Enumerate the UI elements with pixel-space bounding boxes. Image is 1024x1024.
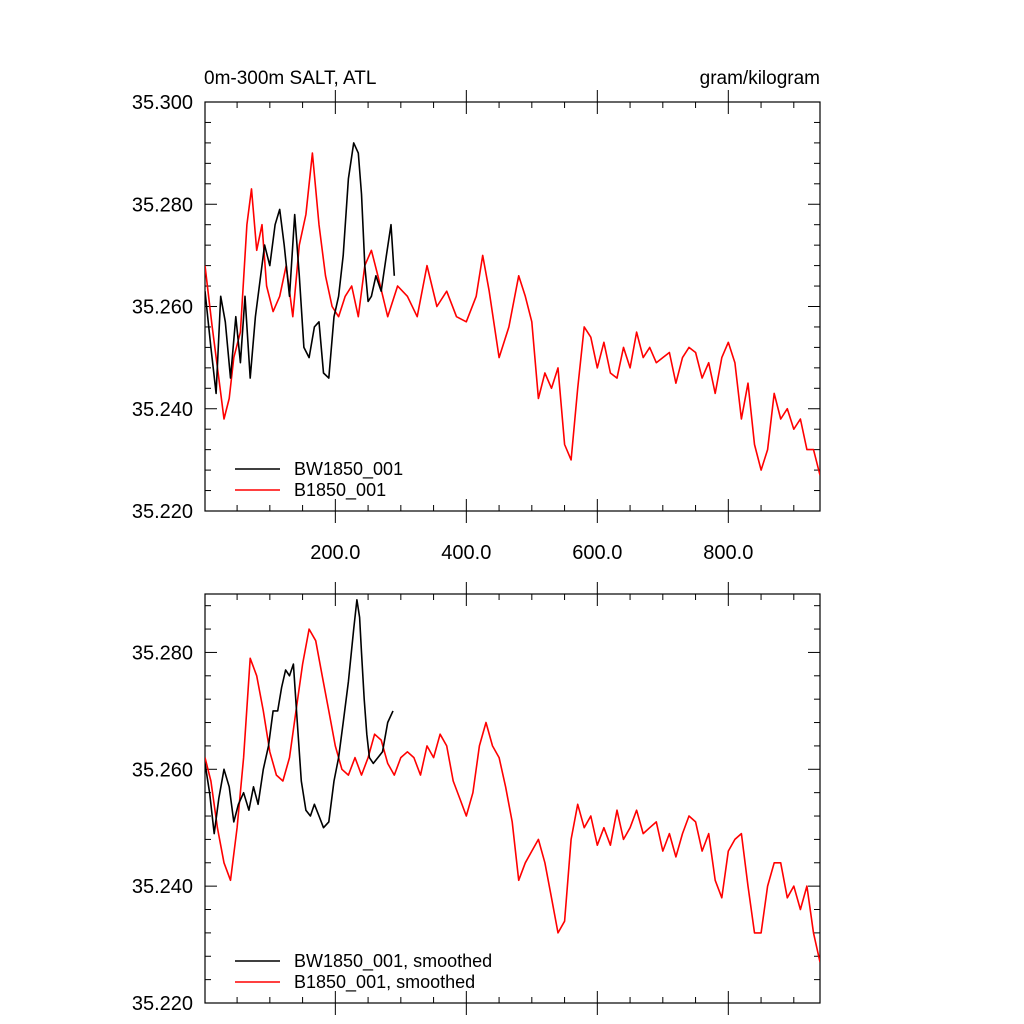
bottom-legend-label-b1850: B1850_001, smoothed (294, 972, 475, 993)
bottom-legend-label-bw1850: BW1850_001, smoothed (294, 951, 492, 972)
bottom-y-tick-label: 35.280 (132, 642, 193, 664)
top-legend-label-bw1850: BW1850_001 (294, 459, 403, 480)
top-series-group (205, 142, 820, 476)
top-panel-title: 0m-300m SALT, ATL (204, 68, 376, 89)
top-legend: BW1850_001 B1850_001 (235, 459, 403, 501)
top-y-tick-label: 35.300 (132, 92, 193, 114)
top-panel-units: gram/kilogram (700, 68, 820, 89)
top-series-line-bw1850 (205, 142, 396, 395)
top-legend-label-b1850: B1850_001 (294, 480, 386, 501)
top-series-line-b1850 (205, 152, 820, 476)
top-x-tick-label: 200.0 (310, 542, 360, 564)
top-y-tick-label: 35.240 (132, 399, 193, 421)
top-x-tick-label: 600.0 (572, 542, 622, 564)
top-y-tick-label: 35.220 (132, 501, 193, 523)
bottom-axis-ticks: 35.220 35.240 35.260 35.280 (132, 582, 820, 1015)
bottom-series-line-b1850 (205, 628, 820, 963)
top-axis-ticks: 35.220 35.240 35.260 35.280 35.300 200.0 400.0… (132, 90, 820, 564)
bottom-legend: BW1850_001, smoothed B1850_001, smoothed (235, 951, 492, 993)
top-x-tick-label: 400.0 (441, 542, 491, 564)
top-y-tick-label: 35.280 (132, 194, 193, 216)
bottom-y-tick-label: 35.220 (132, 993, 193, 1015)
top-x-tick-label: 800.0 (703, 542, 753, 564)
bottom-series-group (205, 598, 820, 963)
bottom-y-tick-label: 35.240 (132, 876, 193, 898)
top-y-tick-label: 35.260 (132, 297, 193, 319)
bottom-y-tick-label: 35.260 (132, 759, 193, 781)
bottom-plot-frame (204, 593, 821, 1004)
bottom-series-line-bw1850 (205, 598, 394, 835)
